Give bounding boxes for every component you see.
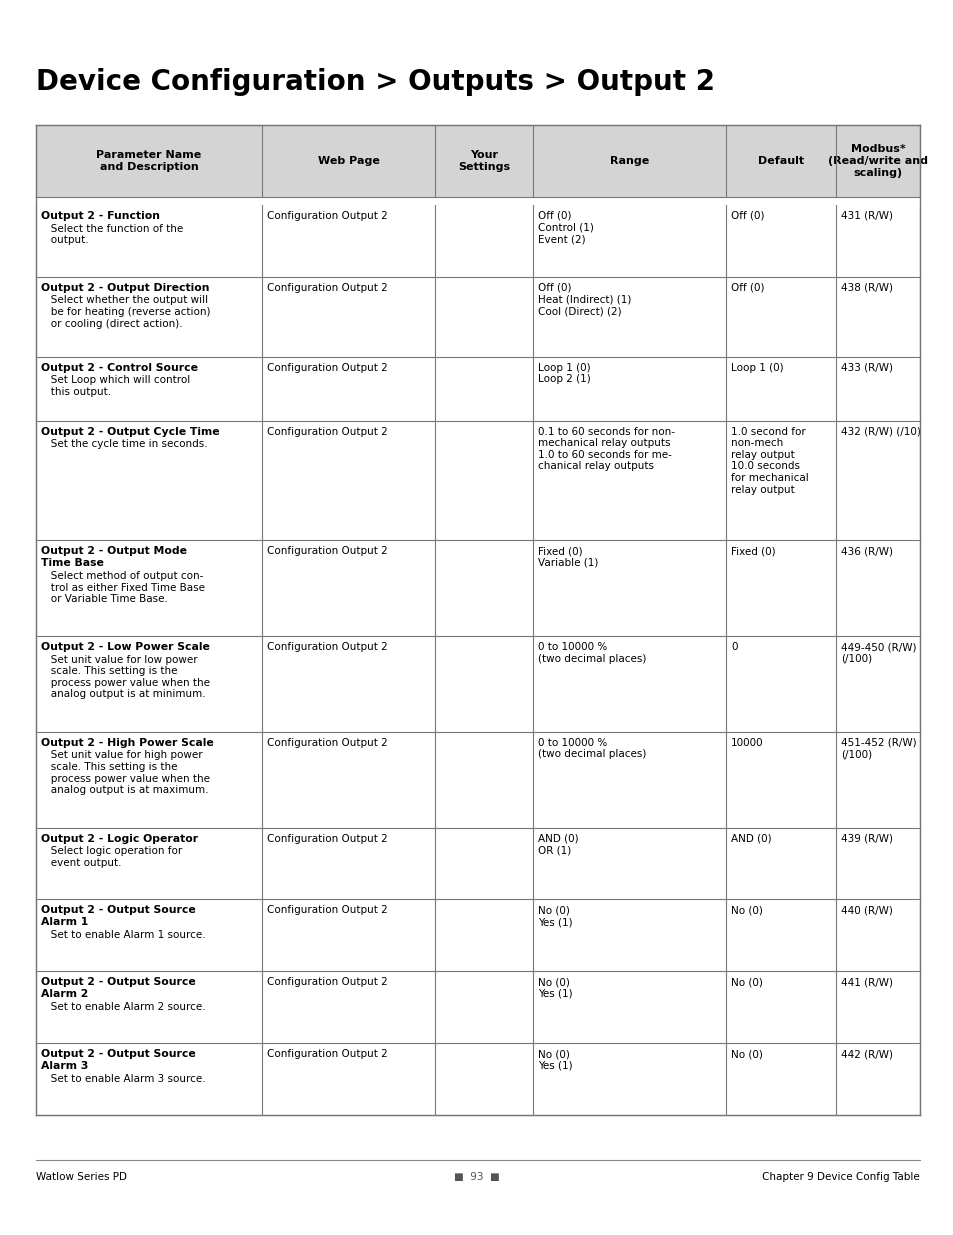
Text: Default: Default <box>757 156 803 165</box>
Bar <box>36 971 919 1044</box>
Text: Off (0)
Control (1)
Event (2): Off (0) Control (1) Event (2) <box>537 211 594 245</box>
Text: Output 2 - Output Source
Alarm 1: Output 2 - Output Source Alarm 1 <box>41 905 195 927</box>
Text: Output 2 - Function: Output 2 - Function <box>41 211 160 221</box>
Text: Configuration Output 2: Configuration Output 2 <box>267 546 387 556</box>
Text: 0.1 to 60 seconds for non-
mechanical relay outputs
1.0 to 60 seconds for me-
ch: 0.1 to 60 seconds for non- mechanical re… <box>537 426 675 472</box>
Text: Chapter 9 Device Config Table: Chapter 9 Device Config Table <box>761 1172 919 1182</box>
Text: 438 (R/W): 438 (R/W) <box>841 283 892 293</box>
Text: Set Loop which will control
   this output.: Set Loop which will control this output. <box>41 375 190 396</box>
Text: Range: Range <box>609 156 648 165</box>
Text: Loop 1 (0)
Loop 2 (1): Loop 1 (0) Loop 2 (1) <box>537 363 590 384</box>
Text: AND (0): AND (0) <box>730 834 771 844</box>
Text: Set to enable Alarm 3 source.: Set to enable Alarm 3 source. <box>41 1074 206 1084</box>
Text: 432 (R/W) (/10): 432 (R/W) (/10) <box>841 426 920 436</box>
Text: Configuration Output 2: Configuration Output 2 <box>267 834 387 844</box>
Text: Select the function of the
   output.: Select the function of the output. <box>41 224 183 245</box>
Text: 451-452 (R/W)
(/100): 451-452 (R/W) (/100) <box>841 737 916 760</box>
Text: Configuration Output 2: Configuration Output 2 <box>267 977 387 987</box>
Text: Modbus*
(Read/write and
scaling): Modbus* (Read/write and scaling) <box>827 144 927 178</box>
Bar <box>36 357 919 421</box>
Text: Configuration Output 2: Configuration Output 2 <box>267 905 387 915</box>
Bar <box>36 899 919 971</box>
Text: Configuration Output 2: Configuration Output 2 <box>267 737 387 748</box>
Text: Output 2 - Logic Operator: Output 2 - Logic Operator <box>41 834 198 844</box>
Text: 1.0 second for
non-mech
relay output
10.0 seconds
for mechanical
relay output: 1.0 second for non-mech relay output 10.… <box>730 426 808 494</box>
Text: Off (0)
Heat (Indirect) (1)
Cool (Direct) (2): Off (0) Heat (Indirect) (1) Cool (Direct… <box>537 283 631 316</box>
Text: No (0)
Yes (1): No (0) Yes (1) <box>537 1050 572 1071</box>
Text: 442 (R/W): 442 (R/W) <box>841 1050 892 1060</box>
Bar <box>36 421 919 540</box>
Text: Your
Settings: Your Settings <box>457 151 510 172</box>
Text: Output 2 - Control Source: Output 2 - Control Source <box>41 363 198 373</box>
Text: Device Configuration > Outputs > Output 2: Device Configuration > Outputs > Output … <box>36 68 714 96</box>
Text: Set to enable Alarm 1 source.: Set to enable Alarm 1 source. <box>41 930 206 941</box>
Text: Configuration Output 2: Configuration Output 2 <box>267 642 387 652</box>
Bar <box>36 540 919 636</box>
Text: Configuration Output 2: Configuration Output 2 <box>267 426 387 436</box>
Text: Watlow Series PD: Watlow Series PD <box>36 1172 127 1182</box>
Text: Set to enable Alarm 2 source.: Set to enable Alarm 2 source. <box>41 1003 206 1013</box>
Text: Output 2 - Low Power Scale: Output 2 - Low Power Scale <box>41 642 210 652</box>
Text: Output 2 - Output Mode
Time Base: Output 2 - Output Mode Time Base <box>41 546 187 568</box>
Text: ■  93  ■: ■ 93 ■ <box>454 1172 499 1182</box>
Bar <box>36 277 919 357</box>
Text: Web Page: Web Page <box>317 156 379 165</box>
Text: 0: 0 <box>730 642 737 652</box>
Text: Output 2 - Output Source
Alarm 3: Output 2 - Output Source Alarm 3 <box>41 1050 195 1071</box>
Text: No (0)
Yes (1): No (0) Yes (1) <box>537 905 572 927</box>
Bar <box>36 732 919 827</box>
Text: Configuration Output 2: Configuration Output 2 <box>267 211 387 221</box>
Text: 439 (R/W): 439 (R/W) <box>841 834 892 844</box>
Bar <box>36 1044 919 1115</box>
Text: Configuration Output 2: Configuration Output 2 <box>267 283 387 293</box>
Text: Configuration Output 2: Configuration Output 2 <box>267 1050 387 1060</box>
Text: 10000: 10000 <box>730 737 762 748</box>
Text: 431 (R/W): 431 (R/W) <box>841 211 892 221</box>
Bar <box>36 636 919 732</box>
Text: No (0): No (0) <box>730 977 762 987</box>
Text: No (0): No (0) <box>730 1050 762 1060</box>
Text: Select logic operation for
   event output.: Select logic operation for event output. <box>41 846 182 868</box>
Text: 433 (R/W): 433 (R/W) <box>841 363 892 373</box>
Text: Off (0): Off (0) <box>730 283 763 293</box>
Text: Select whether the output will
   be for heating (reverse action)
   or cooling : Select whether the output will be for he… <box>41 295 211 329</box>
Text: Output 2 - Output Source
Alarm 2: Output 2 - Output Source Alarm 2 <box>41 977 195 999</box>
Text: 449-450 (R/W)
(/100): 449-450 (R/W) (/100) <box>841 642 916 663</box>
Text: Loop 1 (0): Loop 1 (0) <box>730 363 782 373</box>
Bar <box>36 125 919 198</box>
Text: Fixed (0): Fixed (0) <box>730 546 775 556</box>
Text: Output 2 - Output Direction: Output 2 - Output Direction <box>41 283 210 293</box>
Text: Set unit value for low power
   scale. This setting is the
   process power valu: Set unit value for low power scale. This… <box>41 655 210 699</box>
Text: Output 2 - Output Cycle Time: Output 2 - Output Cycle Time <box>41 426 219 436</box>
Text: Fixed (0)
Variable (1): Fixed (0) Variable (1) <box>537 546 598 568</box>
Text: Output 2 - High Power Scale: Output 2 - High Power Scale <box>41 737 213 748</box>
Text: Set the cycle time in seconds.: Set the cycle time in seconds. <box>41 438 208 450</box>
Text: 441 (R/W): 441 (R/W) <box>841 977 892 987</box>
Text: 0 to 10000 %
(two decimal places): 0 to 10000 % (two decimal places) <box>537 642 646 663</box>
Text: 440 (R/W): 440 (R/W) <box>841 905 892 915</box>
Text: Off (0): Off (0) <box>730 211 763 221</box>
Text: No (0)
Yes (1): No (0) Yes (1) <box>537 977 572 999</box>
Text: 0 to 10000 %
(two decimal places): 0 to 10000 % (two decimal places) <box>537 737 646 760</box>
Bar <box>36 827 919 899</box>
Text: No (0): No (0) <box>730 905 762 915</box>
Text: 436 (R/W): 436 (R/W) <box>841 546 892 556</box>
Text: Parameter Name
and Description: Parameter Name and Description <box>96 151 201 172</box>
Text: Select method of output con-
   trol as either Fixed Time Base
   or Variable Ti: Select method of output con- trol as eit… <box>41 572 205 604</box>
Text: AND (0)
OR (1): AND (0) OR (1) <box>537 834 578 855</box>
Bar <box>36 205 919 277</box>
Text: Set unit value for high power
   scale. This setting is the
   process power val: Set unit value for high power scale. Thi… <box>41 751 210 795</box>
Text: Configuration Output 2: Configuration Output 2 <box>267 363 387 373</box>
